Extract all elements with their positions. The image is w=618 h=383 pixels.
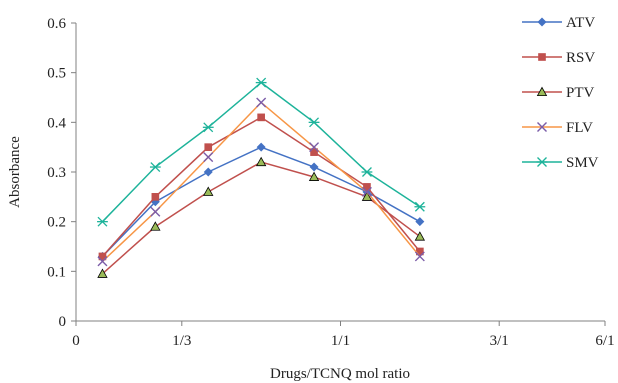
data-point bbox=[256, 97, 267, 108]
data-point bbox=[151, 193, 160, 201]
x-tick-label: 0 bbox=[72, 333, 80, 349]
data-point bbox=[255, 77, 267, 88]
data-point bbox=[310, 148, 318, 156]
data-point bbox=[308, 171, 320, 181]
data-point bbox=[536, 157, 548, 167]
x-tick-label: 6/1 bbox=[595, 333, 614, 349]
data-point bbox=[415, 217, 425, 227]
data-point bbox=[538, 53, 546, 61]
data-point bbox=[255, 156, 267, 167]
data-point bbox=[363, 183, 371, 191]
legend-label: RSV bbox=[566, 50, 595, 66]
data-point bbox=[149, 162, 161, 172]
data-point bbox=[203, 186, 214, 196]
data-point bbox=[256, 142, 266, 152]
y-tick-label: 0.5 bbox=[47, 66, 66, 82]
legend-label: ATV bbox=[566, 15, 595, 31]
legend-label: PTV bbox=[566, 85, 595, 101]
series-line bbox=[101, 116, 421, 257]
data-point bbox=[308, 117, 320, 128]
y-tick-label: 0.3 bbox=[47, 165, 66, 181]
data-point bbox=[150, 221, 161, 231]
y-tick-label: 0.1 bbox=[47, 264, 66, 280]
y-tick-label: 0.4 bbox=[47, 115, 66, 131]
data-point bbox=[414, 201, 426, 212]
legend-item-smv: SMV bbox=[522, 155, 599, 171]
data-point bbox=[98, 252, 107, 261]
data-point bbox=[361, 191, 373, 201]
data-point bbox=[202, 122, 214, 133]
data-point bbox=[309, 162, 319, 172]
y-tick-label: 0.6 bbox=[47, 16, 66, 32]
legend-label: FLV bbox=[566, 120, 593, 136]
data-point bbox=[537, 17, 547, 27]
series-flv bbox=[97, 97, 425, 267]
chart-legend: ATV RSV PTV FLV SMV bbox=[522, 15, 599, 171]
x-axis-title: Drugs/TCNQ mol ratio bbox=[270, 366, 410, 382]
series-line bbox=[101, 161, 421, 275]
chart-plot-area bbox=[97, 77, 426, 278]
data-point bbox=[97, 268, 108, 278]
data-point bbox=[203, 152, 214, 163]
chart-axes: 0 0.1 0.2 0.3 0.4 0.5 0.6 0 1/3 1/1 3/1 6/1 bbox=[47, 16, 614, 349]
data-point bbox=[537, 122, 547, 132]
data-point bbox=[414, 251, 425, 262]
y-tick-label: 0 bbox=[59, 314, 67, 330]
data-point bbox=[97, 216, 108, 227]
data-point bbox=[536, 86, 548, 96]
series-rsv bbox=[98, 113, 424, 261]
legend-item-ptv: PTV bbox=[522, 85, 595, 101]
x-tick-label: 1/1 bbox=[331, 333, 350, 349]
data-point bbox=[309, 142, 320, 153]
y-tick-label: 0.2 bbox=[47, 215, 66, 231]
data-point bbox=[204, 143, 213, 151]
data-point bbox=[257, 113, 265, 122]
legend-label: SMV bbox=[566, 155, 599, 171]
data-point bbox=[203, 167, 213, 177]
legend-item-atv: ATV bbox=[522, 15, 595, 31]
series-ptv bbox=[97, 156, 426, 278]
data-point bbox=[361, 167, 373, 177]
data-point bbox=[414, 231, 426, 241]
data-point bbox=[150, 206, 161, 217]
series-smv bbox=[97, 77, 426, 227]
y-axis-title: Absorbance bbox=[7, 136, 23, 208]
x-tick-label: 1/3 bbox=[172, 333, 191, 349]
data-point bbox=[361, 186, 372, 197]
series-line bbox=[101, 101, 421, 262]
x-tick-label: 3/1 bbox=[490, 333, 509, 349]
data-point bbox=[97, 256, 108, 267]
legend-item-flv: FLV bbox=[522, 120, 593, 136]
data-point bbox=[416, 247, 424, 256]
legend-item-rsv: RSV bbox=[522, 50, 595, 66]
